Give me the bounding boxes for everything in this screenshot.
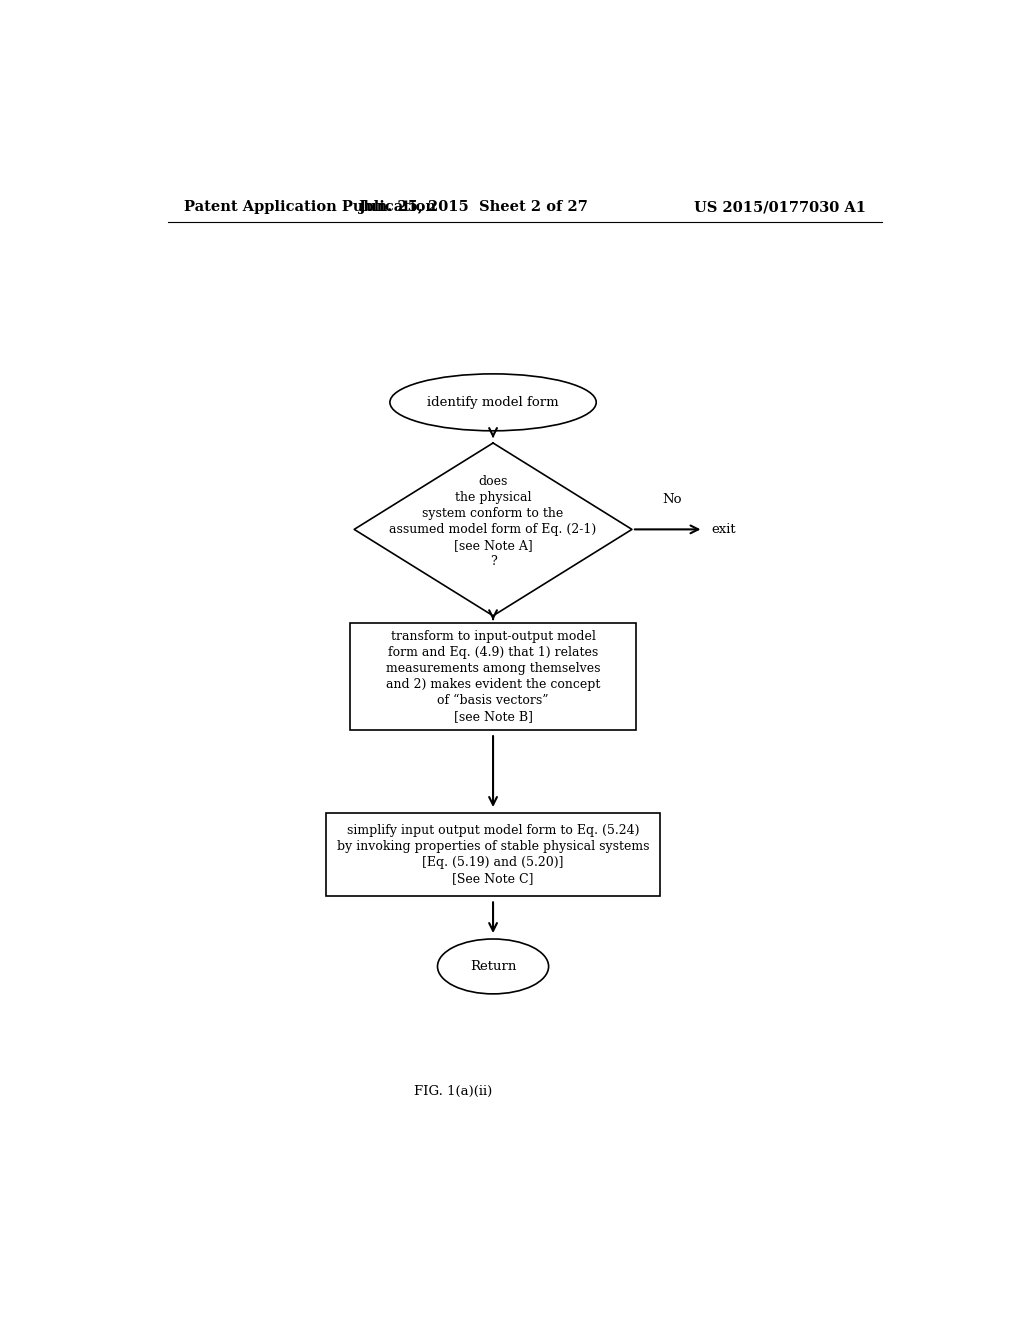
Text: exit: exit <box>712 523 736 536</box>
Text: transform to input-output model
form and Eq. (4.9) that 1) relates
measurements : transform to input-output model form and… <box>386 630 600 723</box>
Text: No: No <box>662 492 681 506</box>
Text: Patent Application Publication: Patent Application Publication <box>183 201 435 214</box>
Text: identify model form: identify model form <box>427 396 559 409</box>
Text: Return: Return <box>470 960 516 973</box>
Text: FIG. 1(a)(ii): FIG. 1(a)(ii) <box>415 1085 493 1098</box>
Text: does
the physical
system conform to the
assumed model form of Eq. (2-1)
[see Not: does the physical system conform to the … <box>389 475 597 568</box>
Text: US 2015/0177030 A1: US 2015/0177030 A1 <box>694 201 866 214</box>
Text: Jun. 25, 2015  Sheet 2 of 27: Jun. 25, 2015 Sheet 2 of 27 <box>358 201 588 214</box>
Text: simplify input output model form to Eq. (5.24)
by invoking properties of stable : simplify input output model form to Eq. … <box>337 824 649 886</box>
